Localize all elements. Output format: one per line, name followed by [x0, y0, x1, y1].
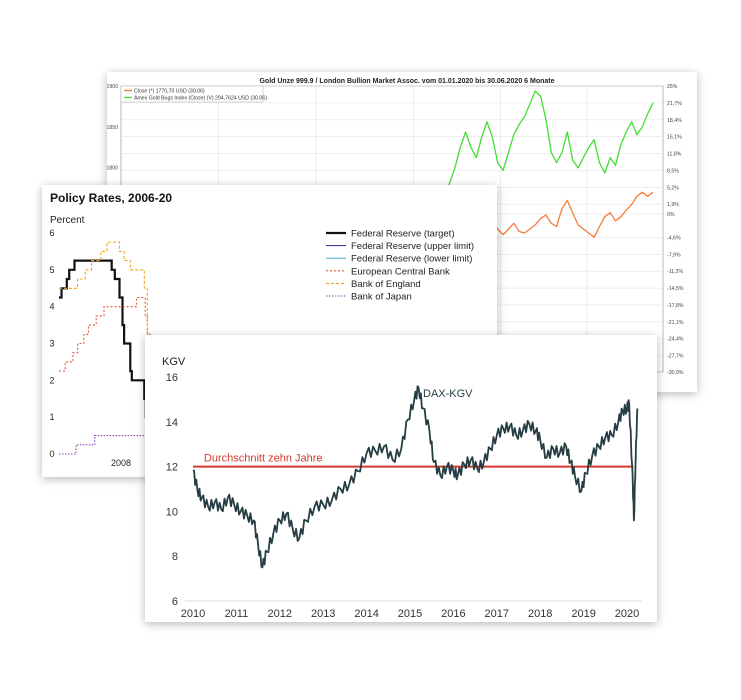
gold-ytick-right: 0% — [667, 212, 675, 218]
dax-ytick: 8 — [172, 551, 178, 563]
gold-ytick-right: 1,9% — [667, 202, 679, 208]
average-line-label: Durchschnitt zehn Jahre — [204, 453, 323, 465]
gold-ytick-right: -21,1% — [667, 320, 684, 326]
gold-ytick-right: -24,4% — [667, 337, 684, 343]
policy-line-federal-reserve-target — [59, 259, 152, 446]
dax-kgv-line — [192, 385, 639, 569]
gold-legend: Close (*) 1770,70 USD (30.06) Amex Gold … — [120, 85, 267, 103]
gold-chart-title: Gold Unze 999.9 / London Bullion Market … — [259, 78, 554, 85]
gold-ytick-right: 21,7% — [667, 101, 682, 107]
gold-ytick-left: 1850 — [107, 125, 118, 131]
dax-xtick: 2013 — [311, 608, 335, 620]
policy-rates-chart: Policy Rates, 2006-20 Percent 6 5 4 3 2 1 0 20… — [49, 191, 474, 468]
policy-legend-label: Bank of England — [351, 279, 421, 290]
policy-title: Policy Rates, 2006-20 — [50, 191, 172, 205]
dax-xtick: 2018 — [528, 608, 552, 620]
dax-xtick: 2020 — [615, 608, 639, 620]
gold-ytick-right: -30,9% — [667, 370, 684, 376]
dax-ytick: 6 — [172, 596, 178, 608]
policy-legend-label: Bank of Japan — [351, 292, 412, 303]
gold-ytick-left: 1900 — [107, 84, 118, 90]
gold-ytick-right: 25% — [667, 84, 678, 90]
dax-xtick: 2014 — [354, 608, 378, 620]
policy-ytick: 4 — [49, 302, 54, 312]
dax-ytick: 16 — [166, 372, 178, 384]
policy-line-european-central-bank — [59, 296, 153, 381]
dax-xtick: 2016 — [441, 608, 465, 620]
policy-ytick: 1 — [49, 412, 54, 422]
policy-ylabel: Percent — [50, 215, 85, 226]
gold-ytick-right: -4,6% — [667, 235, 681, 241]
policy-legend: Federal Reserve (target)Federal Reserve … — [326, 229, 474, 303]
gold-ytick-right: -14,5% — [667, 286, 684, 292]
policy-ytick: 6 — [49, 228, 54, 238]
dax-ylabel: KGV — [162, 356, 186, 368]
dax-xtick: 2019 — [571, 608, 595, 620]
gold-ytick-right: 11,8% — [667, 152, 682, 158]
policy-legend-label: European Central Bank — [351, 266, 450, 277]
dax-xtick: 2012 — [268, 608, 292, 620]
dax-xtick: 2010 — [181, 608, 205, 620]
gold-ytick-left: 1800 — [107, 166, 118, 172]
dax-ytick: 14 — [166, 417, 178, 429]
gold-legend-close: Close (*) 1770,70 USD (30.06) — [134, 89, 205, 95]
gold-ytick-right: 8,5% — [667, 168, 679, 174]
dax-kgv-chart: KGV 16 14 12 10 8 6 2010 2011 2012 2013 2014 2015 2… — [162, 356, 642, 620]
dax-kgv-card: KGV 16 14 12 10 8 6 2010 2011 2012 2013 2014 2015 2… — [145, 335, 657, 622]
dax-ytick: 10 — [166, 506, 178, 518]
dax-series-label: DAX-KGV — [423, 388, 473, 400]
policy-ytick: 3 — [49, 339, 54, 349]
gold-bugs-line — [427, 90, 654, 235]
policy-ytick: 0 — [49, 449, 54, 459]
gold-ytick-right: 18,4% — [667, 118, 682, 124]
dax-xtick: 2015 — [398, 608, 422, 620]
policy-xtick-2008: 2008 — [111, 458, 131, 468]
gold-ytick-right: -7,9% — [667, 252, 681, 258]
policy-legend-label: Federal Reserve (upper limit) — [351, 241, 474, 252]
dax-xtick: 2017 — [485, 608, 509, 620]
policy-line-bank-of-england — [59, 241, 153, 399]
policy-ytick: 2 — [49, 375, 54, 385]
dax-ytick: 12 — [166, 462, 178, 474]
policy-legend-label: Federal Reserve (lower limit) — [351, 254, 472, 265]
gold-ytick-right: 5,2% — [667, 185, 679, 191]
gold-ytick-right: -17,8% — [667, 303, 684, 309]
gold-ytick-right: -11,2% — [667, 269, 683, 275]
policy-ytick: 5 — [49, 265, 54, 275]
dax-xtick: 2011 — [225, 608, 249, 620]
gold-legend-bugs: Amex Gold Bugs Index (Close) (V) 294,762… — [134, 96, 267, 102]
gold-ytick-right: 15,1% — [667, 135, 682, 141]
gold-ytick-right: -27,7% — [667, 354, 684, 360]
policy-line-bank-of-japan — [59, 435, 152, 455]
policy-legend-label: Federal Reserve (target) — [351, 229, 454, 240]
